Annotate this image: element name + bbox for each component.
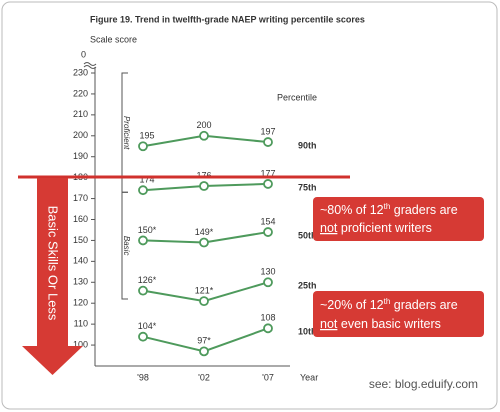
source: see: blog.eduify.com (369, 377, 478, 391)
point (199, 130, 209, 141)
y-axis-label: Scale score (90, 34, 137, 44)
y-tick-label: 190 (73, 151, 88, 161)
value-label: 149* (195, 227, 214, 237)
legend-title: Percentile (277, 92, 317, 102)
y-tick-label: 220 (73, 88, 88, 98)
y-tick-label: 110 (74, 319, 88, 329)
band-label: Basic (122, 236, 131, 256)
y-tick-label: 200 (73, 130, 88, 140)
y-break-label: 0 (81, 49, 86, 59)
point (199, 296, 209, 307)
y-tick-label: 150 (73, 235, 88, 245)
callout-box (313, 197, 484, 241)
y-tick-label: 230 (73, 67, 88, 77)
point (138, 235, 148, 246)
value-label: 200 (196, 120, 211, 130)
point (263, 277, 273, 288)
value-label: 195 (139, 131, 154, 141)
point (199, 237, 209, 248)
point (138, 141, 148, 152)
arrow-shaft (37, 178, 68, 348)
point (263, 137, 273, 147)
callout-text: ~20% of 12th graders are (320, 297, 458, 312)
value-label: 126* (138, 275, 157, 285)
band-bracket (121, 191, 128, 300)
point (138, 285, 148, 296)
value-label: 130 (260, 267, 275, 277)
callout-text: not even basic writers (320, 317, 441, 331)
y-tick-label: 140 (73, 256, 88, 266)
callout: ~80% of 12th graders are not proficient … (313, 197, 484, 241)
value-label: 177 (260, 168, 275, 178)
y-tick-label: 100 (73, 339, 88, 349)
value-label: 154 (260, 216, 275, 226)
value-label: 108 (260, 313, 275, 323)
point (138, 185, 148, 196)
callout-box (313, 291, 484, 337)
y-tick-label: 120 (73, 298, 88, 308)
point (199, 346, 209, 357)
series-label: 25th (298, 281, 317, 291)
x-tick-label: '98 (137, 372, 149, 382)
value-label: 97* (197, 336, 211, 346)
value-label: 174 (139, 175, 154, 185)
arrow: Basic Skills Or Less (22, 178, 83, 375)
point (138, 331, 148, 342)
callout-text: ~80% of 12th graders are (320, 202, 458, 217)
series-label: 90th (298, 140, 317, 150)
value-label: 150* (138, 225, 157, 235)
y-tick-label: 130 (73, 277, 88, 287)
callout: ~20% of 12th graders are not even basic … (313, 291, 484, 337)
series-label: 75th (298, 182, 317, 192)
value-label: 121* (195, 285, 214, 295)
point (263, 323, 273, 334)
series-label: 50th (298, 230, 317, 240)
x-tick-label: '07 (262, 372, 274, 382)
chart-title: Figure 19. Trend in twelfth-grade NAEP w… (90, 14, 365, 24)
arrow-head (22, 346, 83, 375)
axis-break (83, 62, 97, 69)
arrow-text: Basic Skills Or Less (46, 206, 61, 321)
callout-text: not proficient writers (320, 221, 432, 235)
point (263, 179, 273, 189)
value-label: 197 (260, 126, 275, 136)
y-tick-label: 210 (73, 109, 88, 119)
point (263, 227, 273, 237)
y-tick-label: 170 (73, 193, 88, 203)
series-label: 10th (298, 327, 317, 337)
value-label: 104* (138, 321, 157, 331)
x-tick-label: '02 (198, 372, 210, 382)
band-label: Proficient (122, 116, 131, 150)
x-axis-label: Year (300, 372, 318, 382)
point (199, 181, 209, 191)
value-label: 176 (196, 170, 211, 180)
y-tick-label: 160 (73, 214, 88, 224)
